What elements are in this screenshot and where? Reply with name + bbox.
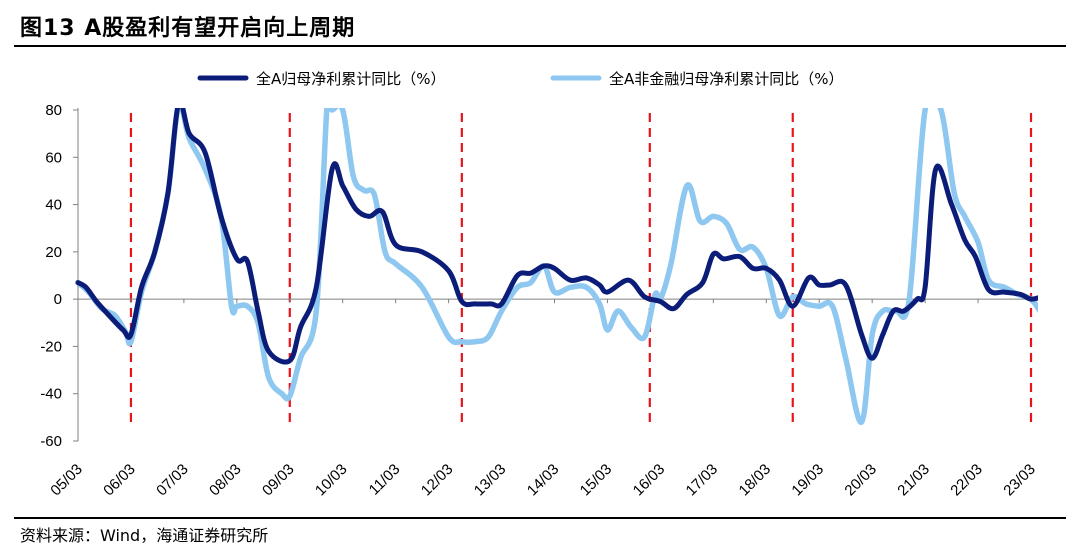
y-tick-label: 40 — [45, 197, 62, 214]
title-rule — [14, 45, 1066, 47]
x-tick-label: 11/03 — [366, 461, 404, 499]
cycle-markers — [129, 113, 1033, 428]
series-lines — [75, 108, 1038, 425]
x-tick-label: 18/03 — [736, 461, 775, 500]
page-title: 图13 A股盈利有望开启向上周期 — [20, 16, 356, 41]
x-tick-label: 06/03 — [100, 461, 139, 500]
legend-item-nonfin-label: 全A非金融归母净利累计同比（%） — [609, 70, 844, 88]
x-tick-label: 23/03 — [1000, 461, 1039, 500]
y-tick-label: 0 — [54, 291, 62, 308]
x-tick-label: 07/03 — [153, 461, 192, 500]
y-tick-label: -20 — [40, 338, 62, 355]
legend: 全A归母净利累计同比（%） 全A非金融归母净利累计同比（%） — [197, 70, 844, 88]
x-tick-label: 05/03 — [47, 461, 86, 500]
x-tick-label: 12/03 — [418, 461, 457, 500]
series-line-nonfin — [75, 108, 1038, 425]
series-line-all-a — [75, 108, 1038, 365]
y-tick-label: 60 — [45, 149, 62, 166]
x-tick-label: 19/03 — [788, 461, 827, 500]
source-note: 资料来源：Wind，海通证券研究所 — [20, 526, 269, 545]
x-tick-label: 21/03 — [894, 461, 933, 500]
axes: 80 60 40 20 0 -20 -40 -60 05/03 06/03 07/03 08/03 09… — [40, 102, 1039, 499]
y-tick-label: 20 — [45, 244, 62, 261]
x-tick-label: 08/03 — [206, 461, 245, 500]
y-tick-label: -40 — [40, 386, 62, 403]
source-rule — [14, 517, 1066, 519]
x-tick-label: 09/03 — [259, 461, 298, 500]
x-tick-label: 22/03 — [947, 461, 986, 500]
x-tick-label: 20/03 — [841, 461, 880, 500]
legend-item-all-a-label: 全A归母净利累计同比（%） — [256, 70, 446, 88]
x-tick-label: 16/03 — [630, 461, 669, 500]
x-tick-label: 13/03 — [471, 461, 510, 500]
x-tick-label: 15/03 — [577, 461, 616, 500]
x-tick-label: 17/03 — [683, 461, 722, 500]
x-tick-label: 14/03 — [524, 461, 563, 500]
y-tick-label: 80 — [45, 102, 62, 119]
x-tick-label: 10/03 — [312, 461, 351, 500]
y-tick-label: -60 — [40, 433, 62, 450]
